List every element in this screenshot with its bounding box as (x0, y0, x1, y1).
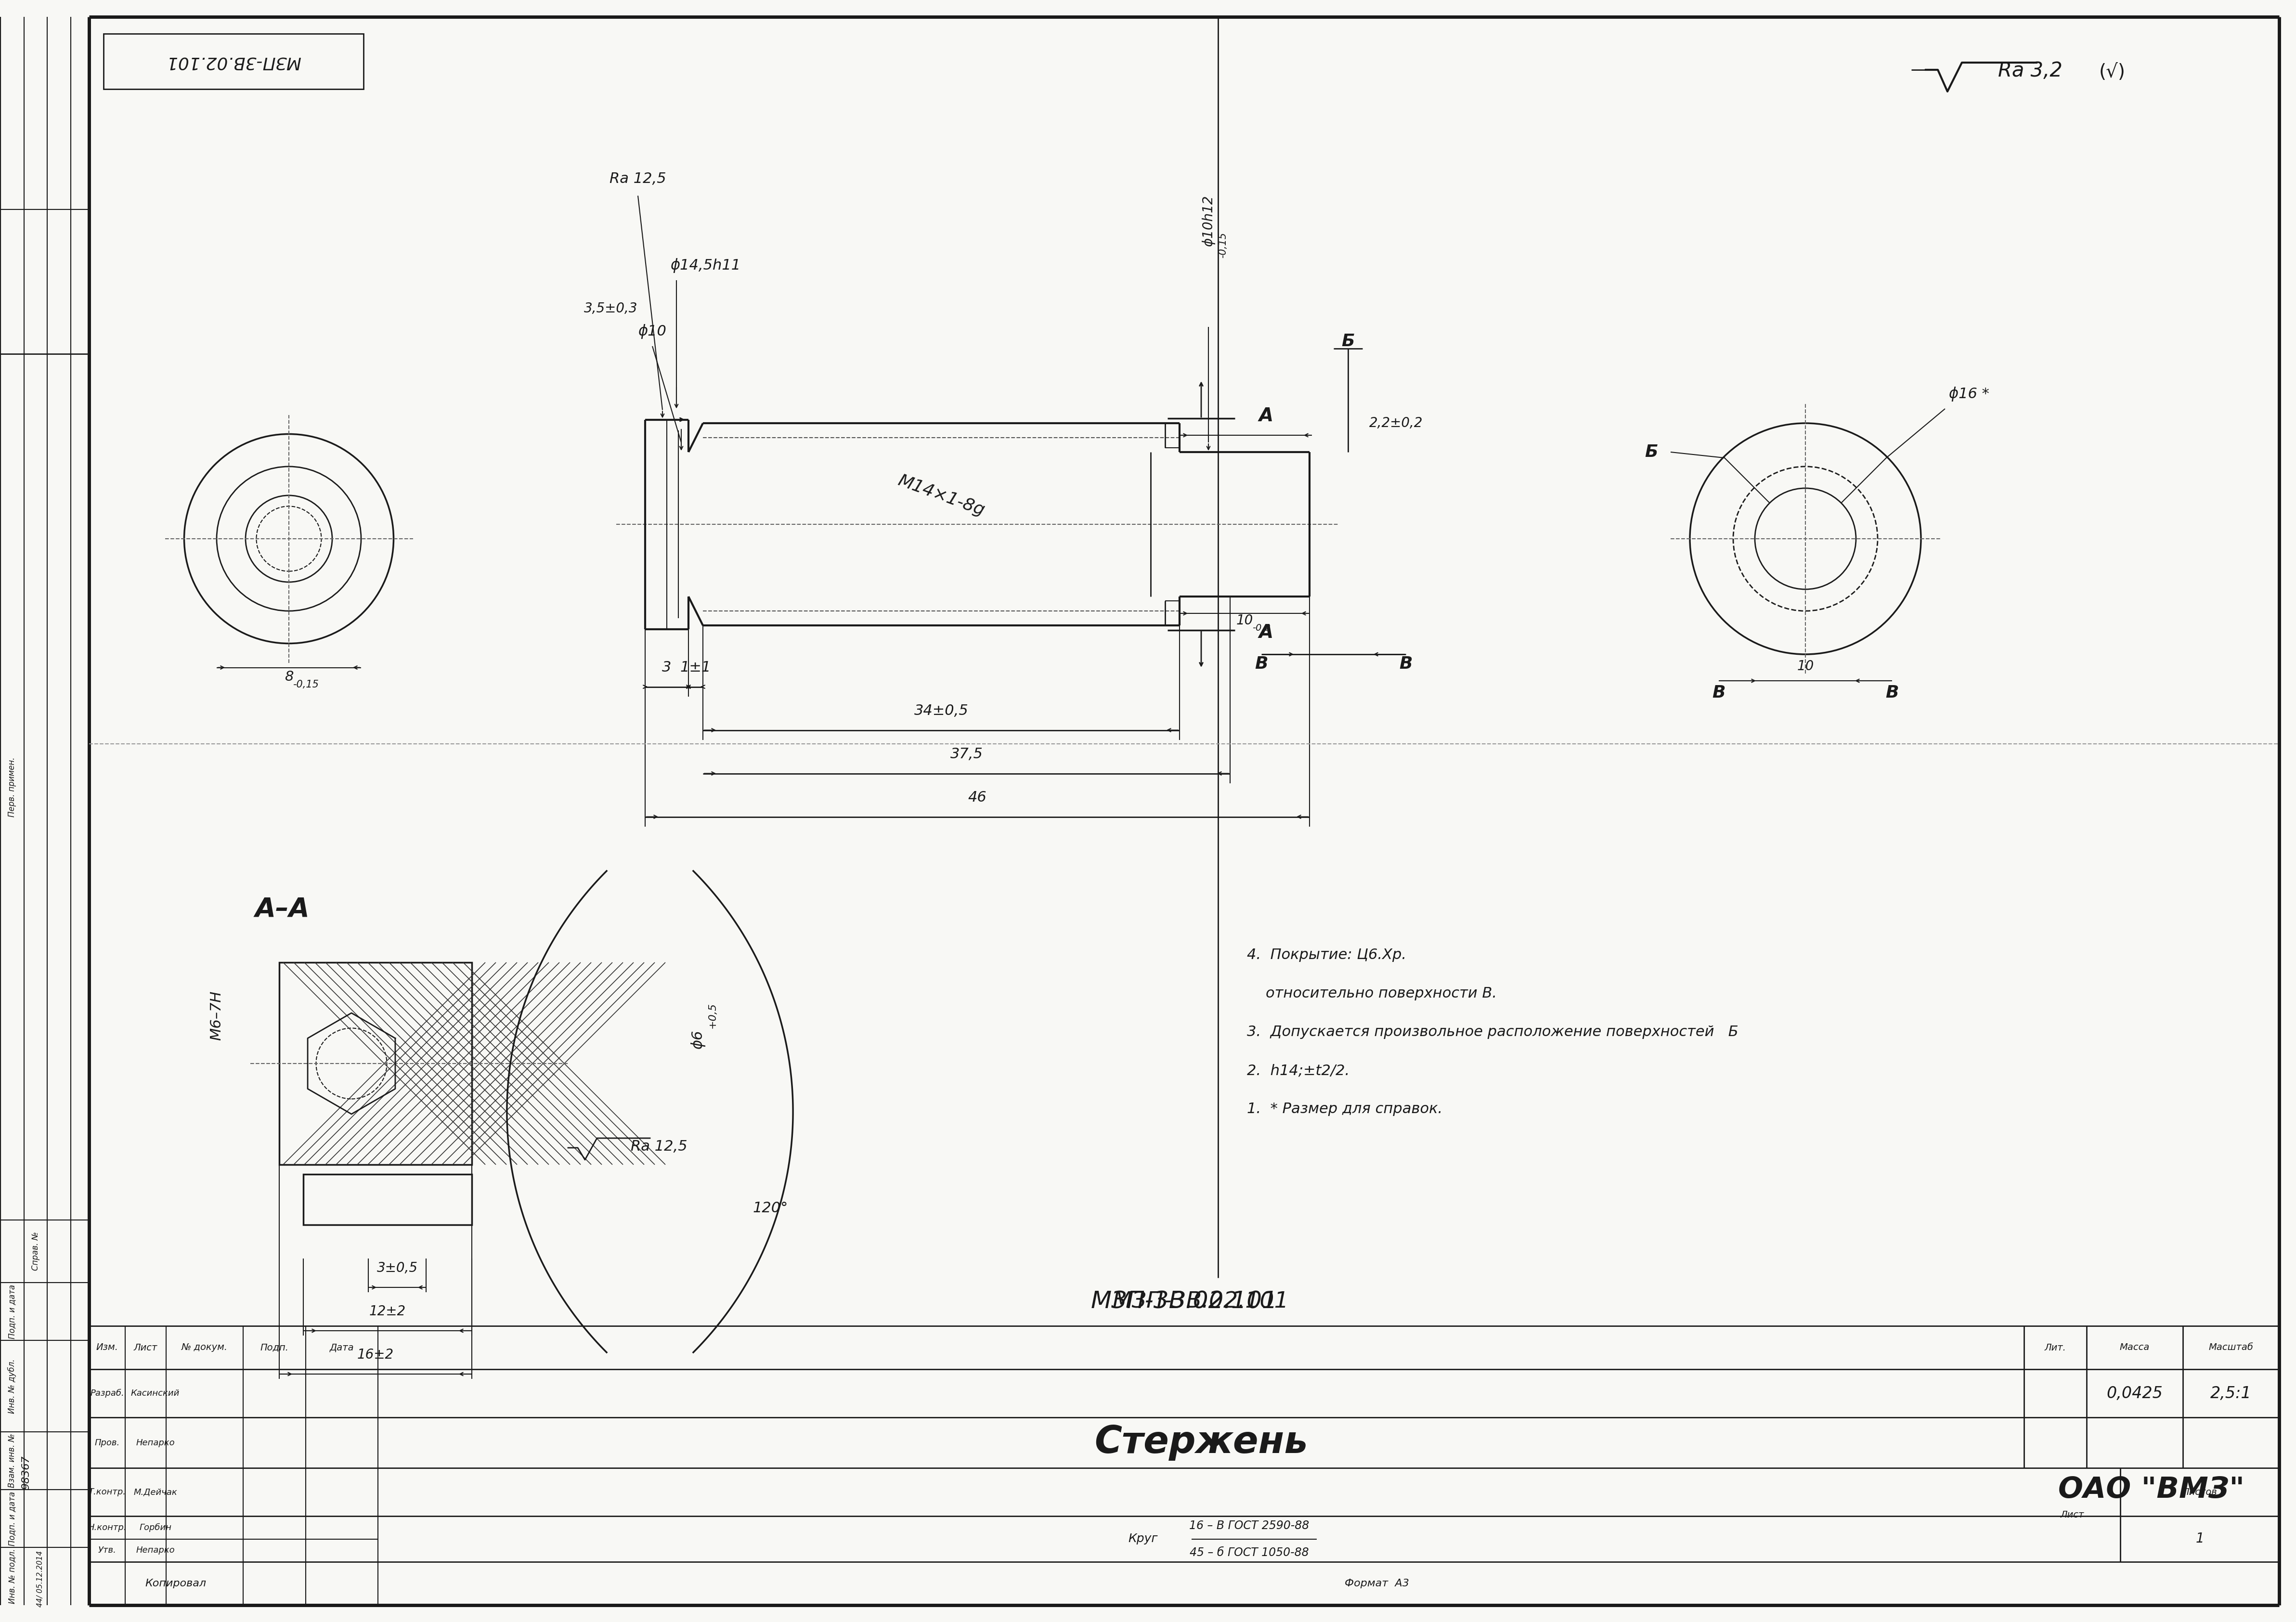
Text: Взам. инв. №: Взам. инв. № (7, 1434, 16, 1487)
Text: Ra 12,5: Ra 12,5 (631, 1139, 687, 1153)
Text: 12±2: 12±2 (370, 1304, 406, 1319)
Text: 1±1: 1±1 (680, 660, 712, 675)
Text: 8: 8 (285, 670, 294, 684)
Text: М6–7Н: М6–7Н (209, 991, 223, 1040)
Text: Подп. и дата: Подп. и дата (7, 1491, 16, 1546)
Text: ϕ10h12: ϕ10h12 (1201, 195, 1215, 247)
Text: 3.  Допускается произвольное расположение поверхностей   Б: 3. Допускается произвольное расположение… (1247, 1025, 1738, 1040)
Text: -0,2: -0,2 (1251, 623, 1270, 633)
Text: M14×1-8g: M14×1-8g (895, 472, 987, 519)
Text: Лист: Лист (2060, 1510, 2085, 1520)
Text: Формат  А3: Формат А3 (1345, 1578, 1410, 1588)
Text: А–А: А–А (255, 897, 310, 923)
Text: Б: Б (1341, 333, 1355, 349)
Text: 16±2: 16±2 (358, 1348, 395, 1361)
Text: Дата: Дата (331, 1343, 354, 1353)
Text: В: В (1398, 655, 1412, 672)
Text: Горбин: Горбин (140, 1523, 172, 1531)
Text: Копировал: Копировал (145, 1578, 207, 1588)
Text: Инв. № подл.: Инв. № подл. (7, 1549, 16, 1604)
Text: ϕ14,5h11: ϕ14,5h11 (670, 258, 742, 272)
Text: 37,5: 37,5 (951, 748, 983, 761)
Text: 2.  h14;±t2/2.: 2. h14;±t2/2. (1247, 1064, 1350, 1077)
Text: Пров.: Пров. (94, 1439, 119, 1447)
Text: Ra 12,5: Ra 12,5 (611, 172, 666, 187)
Text: МЗП-3В.02.101: МЗП-3В.02.101 (1091, 1289, 1277, 1314)
Text: Разраб.: Разраб. (90, 1388, 124, 1398)
Text: Подп.: Подп. (259, 1343, 289, 1353)
Text: 3,5±0,3: 3,5±0,3 (583, 302, 638, 316)
Text: 3±0,5: 3±0,5 (377, 1262, 418, 1275)
Text: 45 – б ГОСТ 1050-88: 45 – б ГОСТ 1050-88 (1189, 1547, 1309, 1559)
Text: А: А (1258, 407, 1274, 425)
Text: 10: 10 (1235, 613, 1254, 628)
Text: 16 – В ГОСТ 2590-88: 16 – В ГОСТ 2590-88 (1189, 1520, 1309, 1531)
Text: -0,15: -0,15 (1219, 232, 1228, 258)
Text: Масштаб: Масштаб (2209, 1343, 2252, 1353)
Text: ϕ6: ϕ6 (691, 1030, 705, 1049)
Text: (√): (√) (2099, 63, 2126, 81)
Text: Подп. и дата: Подп. и дата (7, 1285, 16, 1338)
Text: Н.контр.: Н.контр. (87, 1523, 126, 1531)
Text: -0,15: -0,15 (294, 680, 319, 689)
Text: 3: 3 (661, 660, 670, 675)
Text: Б: Б (1644, 444, 1658, 461)
Bar (303, 1174, 471, 1225)
Text: ϕ10: ϕ10 (638, 324, 666, 339)
Text: М.Дейчак: М.Дейчак (133, 1487, 177, 1497)
Text: МЗП-3В.02.101: МЗП-3В.02.101 (1114, 1291, 1290, 1312)
Text: 2,2±0,2: 2,2±0,2 (1368, 417, 1424, 430)
Text: В: В (1254, 655, 1267, 672)
Text: МЗП-3В.02.101: МЗП-3В.02.101 (165, 54, 301, 70)
Text: Касинский: Касинский (131, 1388, 179, 1398)
Text: Лит.: Лит. (2043, 1343, 2066, 1353)
Text: Непарко: Непарко (135, 1439, 174, 1447)
Text: Лист: Лист (133, 1343, 158, 1353)
Text: +0,5: +0,5 (707, 1002, 716, 1028)
Text: Т.контр.: Т.контр. (87, 1487, 126, 1497)
Text: Изм.: Изм. (96, 1343, 117, 1353)
Text: Инв. № дубл.: Инв. № дубл. (7, 1359, 16, 1413)
Text: Непарко: Непарко (135, 1546, 174, 1555)
Text: относительно поверхности В.: относительно поверхности В. (1247, 986, 1497, 1001)
Text: ОАО "ВМЗ": ОАО "ВМЗ" (2060, 1476, 2245, 1504)
Text: 34±0,5: 34±0,5 (914, 704, 969, 719)
Bar (280, 962, 471, 1165)
Text: Справ. №: Справ. № (32, 1231, 39, 1270)
Text: 4.  Покрытие: Ц6.Хр.: 4. Покрытие: Ц6.Хр. (1247, 949, 1407, 962)
Text: Стержень: Стержень (1095, 1424, 1309, 1461)
Text: А: А (1258, 623, 1274, 642)
Text: 10: 10 (1798, 660, 1814, 673)
Text: 1: 1 (2195, 1533, 2204, 1546)
Text: В: В (1885, 684, 1899, 701)
Text: Перв. примен.: Перв. примен. (7, 757, 16, 817)
Text: 46: 46 (969, 790, 987, 805)
Text: 0,0425: 0,0425 (2108, 1385, 2163, 1401)
Text: Листов: Листов (2181, 1487, 2218, 1497)
Text: 2,5:1: 2,5:1 (2211, 1385, 2252, 1401)
Text: 1.  * Размер для справок.: 1. * Размер для справок. (1247, 1103, 1442, 1116)
Text: В: В (1713, 684, 1724, 701)
Text: № докум.: № докум. (181, 1343, 227, 1353)
Text: Ra 3,2: Ra 3,2 (1998, 60, 2062, 81)
Text: 120°: 120° (753, 1200, 788, 1215)
Bar (103, 34, 363, 89)
Text: ϕ16 *: ϕ16 * (1949, 386, 1988, 402)
Text: Масса: Масса (2119, 1343, 2149, 1353)
Text: Утв.: Утв. (99, 1546, 117, 1555)
Text: 44/ 05.12.2014: 44/ 05.12.2014 (37, 1551, 44, 1607)
Text: 98367: 98367 (21, 1457, 30, 1489)
Text: Круг: Круг (1127, 1533, 1157, 1544)
